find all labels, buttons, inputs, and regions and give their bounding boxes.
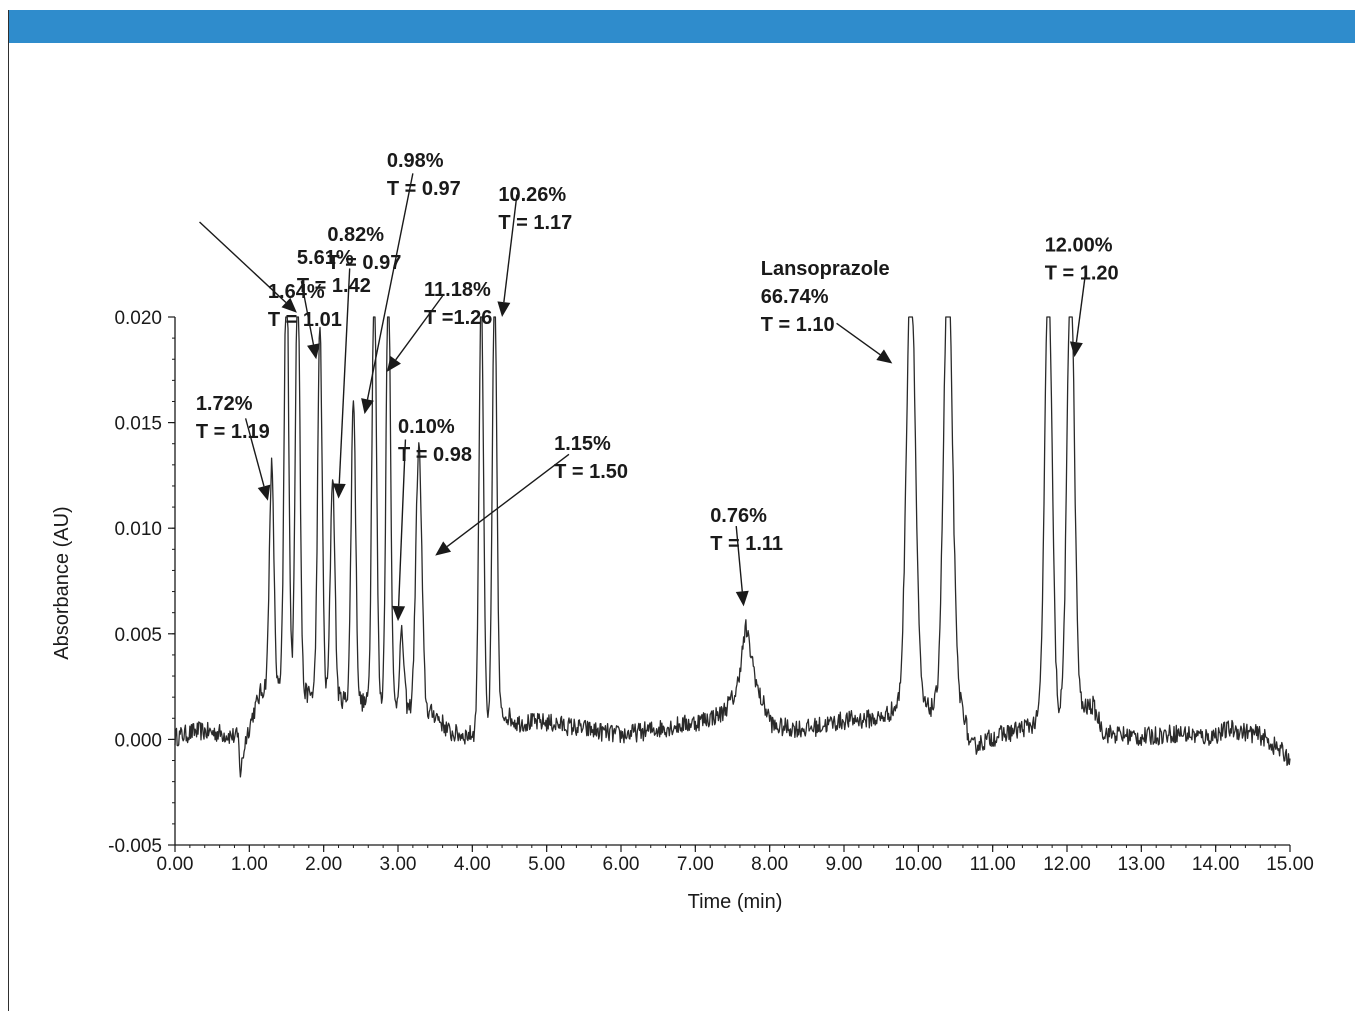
- x-axis-title: Time (min): [688, 891, 783, 913]
- annotation-text: 10.26%: [498, 184, 566, 206]
- x-tick-label: 9.00: [826, 854, 863, 875]
- annotation-text: T =1.26: [424, 307, 492, 329]
- annotation-arrow-line: [244, 418, 265, 487]
- annotation-text: 0.76%: [710, 505, 767, 527]
- annotation-text: T = 0.98: [398, 444, 472, 466]
- annotation-arrowhead: [281, 297, 297, 313]
- annotation-text: 0.82%: [327, 224, 384, 246]
- annotation-text: T = 0.97: [387, 178, 461, 200]
- x-tick-label: 8.00: [751, 854, 788, 875]
- annotation-arrowhead: [1069, 341, 1083, 358]
- annotation-text: 11.18%: [424, 279, 491, 301]
- peak-annotation: 12.00% T = 1.20: [1045, 235, 1119, 358]
- annotation-text: 1.64%: [268, 281, 325, 303]
- peak-annotation: 5.61% T = 1.42: [199, 221, 371, 313]
- peak-annotation: 1.64% T = 1.01: [268, 280, 342, 360]
- x-tick-label: 14.00: [1192, 854, 1240, 875]
- annotation-arrow-line: [446, 453, 570, 548]
- annotation-arrowhead: [307, 343, 320, 360]
- annotation-arrow-line: [300, 280, 315, 345]
- annotation-arrow-line: [735, 526, 743, 592]
- annotation-text: 1.15%: [554, 433, 611, 455]
- x-tick-label: 13.00: [1118, 854, 1166, 875]
- annotation-arrow-line: [397, 439, 407, 607]
- annotation-text: 0.98%: [387, 150, 444, 172]
- annotation-arrow-line: [395, 295, 444, 361]
- annotation-arrow-line: [1075, 272, 1087, 343]
- peak-annotation: 11.18% T =1.26: [386, 279, 492, 372]
- annotation-arrowhead: [386, 355, 401, 372]
- x-tick-label: 15.00: [1266, 854, 1314, 875]
- x-tick-label: 0.00: [157, 854, 194, 875]
- annotation-text: 5.61%: [297, 247, 354, 269]
- absorbance-trace: [174, 316, 1291, 778]
- annotation-arrowhead: [735, 590, 749, 607]
- header-bar: [8, 10, 1355, 43]
- x-tick-label: 1.00: [231, 854, 268, 875]
- peak-annotation: 0.76% T = 1.11: [710, 505, 783, 607]
- x-tick-label: 7.00: [677, 854, 714, 875]
- x-tick-label: 12.00: [1043, 854, 1091, 875]
- y-tick-label: 0.000: [114, 730, 162, 751]
- y-tick-label: 0.020: [114, 308, 162, 329]
- annotation-text: T = 1.42: [297, 275, 371, 297]
- peak-annotation: 10.26% T = 1.17: [497, 184, 572, 317]
- annotation-arrow-line: [836, 322, 881, 356]
- y-tick-label: 0.010: [114, 519, 162, 540]
- annotation-arrow-line: [366, 173, 414, 400]
- annotation-arrowhead: [332, 483, 346, 499]
- y-tick-label: 0.015: [114, 414, 162, 435]
- left-border-line: [8, 10, 9, 1011]
- annotation-text: 0.10%: [398, 416, 455, 438]
- annotation-text: T = 1.10: [761, 314, 835, 336]
- annotation-text: T = 1.20: [1045, 263, 1119, 285]
- annotation-arrowhead: [361, 398, 374, 415]
- annotation-arrowhead: [435, 541, 452, 556]
- peak-annotation: 0.10% T = 0.98: [392, 416, 472, 622]
- annotation-text: Lansoprazole: [761, 258, 890, 280]
- annotation-arrowhead: [392, 605, 406, 622]
- annotation-text: T = 0.97: [327, 252, 401, 274]
- peak-annotation: 0.82% T = 0.97: [327, 224, 401, 499]
- y-tick-label: -0.005: [108, 836, 162, 857]
- peak-annotation: 1.15% T = 1.50: [435, 433, 628, 556]
- x-tick-label: 6.00: [603, 854, 640, 875]
- annotation-text: T = 1.11: [710, 533, 783, 555]
- annotation-arrow-line: [199, 221, 287, 304]
- annotation-arrow-line: [503, 194, 518, 303]
- x-tick-label: 11.00: [970, 854, 1016, 875]
- annotation-text: T = 1.50: [554, 461, 628, 483]
- x-tick-label: 4.00: [454, 854, 491, 875]
- annotation-text: 12.00%: [1045, 235, 1113, 257]
- y-tick-label: 0.005: [114, 625, 162, 646]
- annotation-arrow-line: [338, 268, 351, 484]
- annotation-text: T = 1.01: [268, 309, 342, 331]
- x-tick-label: 10.00: [895, 854, 943, 875]
- annotation-text: T = 1.17: [498, 212, 572, 234]
- x-tick-label: 3.00: [380, 854, 417, 875]
- annotation-text: T = 1.19: [196, 421, 270, 443]
- annotation-text: 1.72%: [196, 393, 253, 415]
- peak-annotation: 0.98% T = 0.97: [361, 150, 461, 415]
- y-axis-title: Absorbance (AU): [51, 506, 73, 659]
- annotation-arrowhead: [497, 301, 511, 317]
- annotation-text: 66.74%: [761, 286, 829, 308]
- x-tick-label: 2.00: [305, 854, 342, 875]
- annotation-arrowhead: [876, 349, 893, 364]
- annotation-arrowhead: [257, 484, 271, 501]
- peak-annotation: 1.72% T = 1.19: [196, 393, 271, 501]
- x-tick-label: 5.00: [528, 854, 565, 875]
- peak-annotation: Lansoprazole 66.74% T = 1.10: [761, 258, 893, 364]
- peak-annotations: 5.61%T = 1.421.64%T = 1.010.82%T = 0.970…: [196, 150, 1119, 622]
